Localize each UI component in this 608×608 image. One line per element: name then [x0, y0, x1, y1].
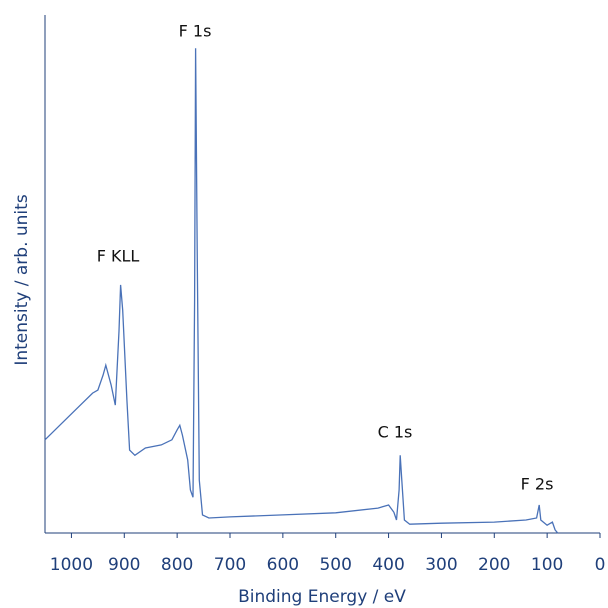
x-tick-label: 600: [267, 555, 299, 575]
x-tick-label: 400: [372, 555, 404, 575]
x-axis-label: Binding Energy / eV: [238, 587, 406, 607]
x-tick-label: 0: [595, 555, 606, 575]
x-tick-label: 300: [425, 555, 457, 575]
x-tick-label: 800: [161, 555, 193, 575]
peak-annotation: F 1s: [179, 22, 212, 41]
peak-annotation: F KLL: [97, 247, 140, 266]
x-tick-label: 700: [214, 555, 246, 575]
peak-annotation: F 2s: [521, 475, 554, 494]
x-tick-label: 1000: [50, 555, 93, 575]
x-tick-label: 900: [108, 555, 140, 575]
x-tick-label: 500: [319, 555, 351, 575]
spectrum-line: [44, 48, 559, 534]
peak-annotation: C 1s: [378, 423, 413, 442]
y-axis-label: Intensity / arb. units: [12, 194, 32, 365]
x-tick-label: 200: [478, 555, 510, 575]
x-tick-label: 100: [531, 555, 563, 575]
